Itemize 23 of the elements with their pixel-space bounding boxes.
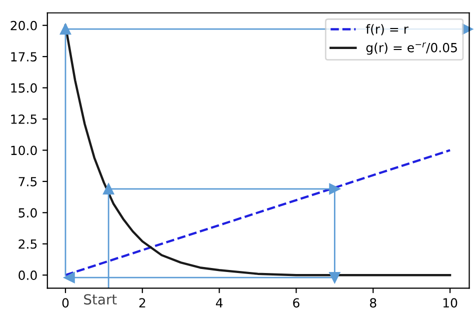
y-tick-label: 12.5 bbox=[11, 114, 37, 124]
y-tick-label: 2.5 bbox=[18, 239, 37, 249]
x-tick-label: 2 bbox=[139, 298, 146, 308]
point bbox=[64, 272, 75, 284]
legend-label: f(r) = r bbox=[366, 24, 408, 36]
y-tick-label: 20.0 bbox=[10, 20, 37, 30]
text: Start bbox=[84, 294, 117, 305]
y-tick-label: 5.0 bbox=[18, 208, 37, 218]
y-tick-label: 7.5 bbox=[18, 177, 37, 186]
y-tick-label: 15.0 bbox=[11, 83, 37, 93]
point bbox=[60, 24, 72, 35]
x-tick-label: 6 bbox=[293, 298, 300, 308]
y-tick-label: 0.0 bbox=[18, 270, 37, 280]
x-tick-label: 0 bbox=[62, 298, 69, 308]
legend-label: g(r) = e$^{−r}$/0.05 bbox=[366, 42, 457, 55]
x-tick-label: 4 bbox=[216, 298, 223, 308]
x-tick-label: 8 bbox=[370, 298, 376, 308]
y-tick-label: 10.0 bbox=[11, 146, 37, 156]
x-tick-label: 10 bbox=[443, 298, 458, 308]
point bbox=[102, 183, 114, 194]
point bbox=[329, 272, 340, 284]
y-tick-label: 17.5 bbox=[11, 52, 37, 62]
point bbox=[329, 183, 340, 194]
